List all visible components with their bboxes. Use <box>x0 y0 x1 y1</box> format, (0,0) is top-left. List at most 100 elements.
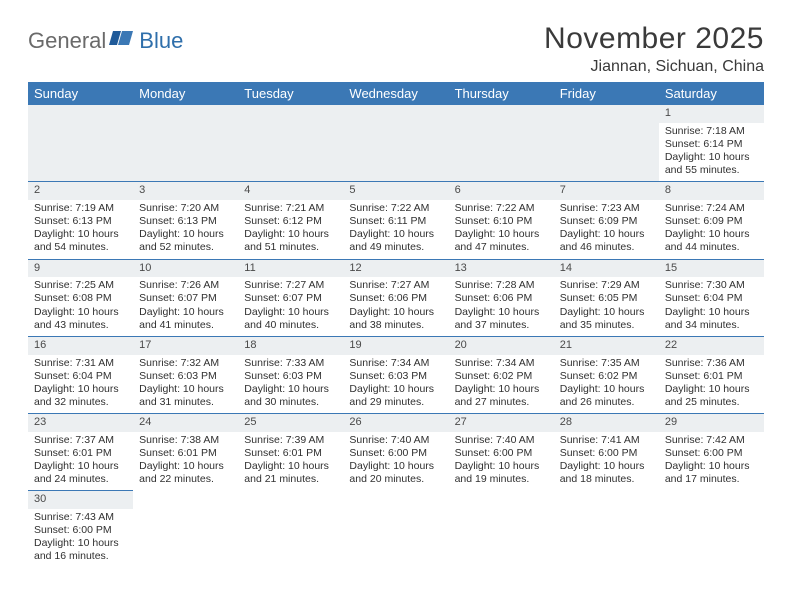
day-details: Sunrise: 7:19 AMSunset: 6:13 PMDaylight:… <box>28 200 133 259</box>
brand-part1: General <box>28 28 106 54</box>
day-details: Sunrise: 7:40 AMSunset: 6:00 PMDaylight:… <box>343 432 448 491</box>
day-number: 20 <box>449 337 554 355</box>
calendar-day-cell: 25Sunrise: 7:39 AMSunset: 6:01 PMDayligh… <box>238 414 343 491</box>
sunrise-line: Sunrise: 7:39 AM <box>244 434 337 447</box>
sunrise-line: Sunrise: 7:34 AM <box>349 357 442 370</box>
calendar-day-cell: 27Sunrise: 7:40 AMSunset: 6:00 PMDayligh… <box>449 414 554 491</box>
calendar-week-row: 16Sunrise: 7:31 AMSunset: 6:04 PMDayligh… <box>28 336 764 413</box>
day-details: Sunrise: 7:26 AMSunset: 6:07 PMDaylight:… <box>133 277 238 336</box>
calendar-day-cell: 6Sunrise: 7:22 AMSunset: 6:10 PMDaylight… <box>449 182 554 259</box>
sunrise-line: Sunrise: 7:28 AM <box>455 279 548 292</box>
calendar-day-cell: 29Sunrise: 7:42 AMSunset: 6:00 PMDayligh… <box>659 414 764 491</box>
day-number: 10 <box>133 260 238 278</box>
daylight-line: Daylight: 10 hours and 22 minutes. <box>139 460 232 486</box>
calendar-day-cell: 14Sunrise: 7:29 AMSunset: 6:05 PMDayligh… <box>554 259 659 336</box>
sunrise-line: Sunrise: 7:43 AM <box>34 511 127 524</box>
day-details: Sunrise: 7:34 AMSunset: 6:03 PMDaylight:… <box>343 355 448 414</box>
daylight-line: Daylight: 10 hours and 38 minutes. <box>349 306 442 332</box>
sunrise-line: Sunrise: 7:30 AM <box>665 279 758 292</box>
sunrise-line: Sunrise: 7:40 AM <box>349 434 442 447</box>
sunset-line: Sunset: 6:01 PM <box>139 447 232 460</box>
day-number: 15 <box>659 260 764 278</box>
day-number: 9 <box>28 260 133 278</box>
calendar-day-cell: 20Sunrise: 7:34 AMSunset: 6:02 PMDayligh… <box>449 336 554 413</box>
sunset-line: Sunset: 6:03 PM <box>349 370 442 383</box>
day-details: Sunrise: 7:33 AMSunset: 6:03 PMDaylight:… <box>238 355 343 414</box>
calendar-day-cell: 8Sunrise: 7:24 AMSunset: 6:09 PMDaylight… <box>659 182 764 259</box>
day-number: 29 <box>659 414 764 432</box>
sunset-line: Sunset: 6:00 PM <box>349 447 442 460</box>
calendar-empty-cell <box>238 105 343 182</box>
day-details: Sunrise: 7:35 AMSunset: 6:02 PMDaylight:… <box>554 355 659 414</box>
calendar-empty-cell <box>554 105 659 182</box>
day-number: 30 <box>28 491 133 509</box>
sunrise-line: Sunrise: 7:19 AM <box>34 202 127 215</box>
calendar-body: 1Sunrise: 7:18 AMSunset: 6:14 PMDaylight… <box>28 105 764 568</box>
daylight-line: Daylight: 10 hours and 37 minutes. <box>455 306 548 332</box>
sunset-line: Sunset: 6:02 PM <box>560 370 653 383</box>
sunrise-line: Sunrise: 7:18 AM <box>665 125 758 138</box>
calendar-week-row: 23Sunrise: 7:37 AMSunset: 6:01 PMDayligh… <box>28 414 764 491</box>
day-details: Sunrise: 7:38 AMSunset: 6:01 PMDaylight:… <box>133 432 238 491</box>
day-details: Sunrise: 7:43 AMSunset: 6:00 PMDaylight:… <box>28 509 133 568</box>
day-details: Sunrise: 7:23 AMSunset: 6:09 PMDaylight:… <box>554 200 659 259</box>
calendar-day-cell: 23Sunrise: 7:37 AMSunset: 6:01 PMDayligh… <box>28 414 133 491</box>
calendar-empty-cell <box>343 105 448 182</box>
day-number: 12 <box>343 260 448 278</box>
sunrise-line: Sunrise: 7:22 AM <box>455 202 548 215</box>
weekday-header: Wednesday <box>343 82 448 105</box>
sunset-line: Sunset: 6:06 PM <box>349 292 442 305</box>
day-details: Sunrise: 7:29 AMSunset: 6:05 PMDaylight:… <box>554 277 659 336</box>
page-title: November 2025 <box>544 22 764 56</box>
day-details: Sunrise: 7:36 AMSunset: 6:01 PMDaylight:… <box>659 355 764 414</box>
title-block: November 2025 Jiannan, Sichuan, China <box>544 22 764 76</box>
sunrise-line: Sunrise: 7:27 AM <box>349 279 442 292</box>
day-number: 19 <box>343 337 448 355</box>
day-number: 27 <box>449 414 554 432</box>
calendar-empty-cell <box>449 105 554 182</box>
sunrise-line: Sunrise: 7:27 AM <box>244 279 337 292</box>
sunrise-line: Sunrise: 7:26 AM <box>139 279 232 292</box>
daylight-line: Daylight: 10 hours and 49 minutes. <box>349 228 442 254</box>
calendar-week-row: 9Sunrise: 7:25 AMSunset: 6:08 PMDaylight… <box>28 259 764 336</box>
daylight-line: Daylight: 10 hours and 34 minutes. <box>665 306 758 332</box>
calendar-day-cell: 17Sunrise: 7:32 AMSunset: 6:03 PMDayligh… <box>133 336 238 413</box>
sunset-line: Sunset: 6:00 PM <box>34 524 127 537</box>
day-number: 4 <box>238 182 343 200</box>
brand-part2: Blue <box>139 28 183 54</box>
sunrise-line: Sunrise: 7:41 AM <box>560 434 653 447</box>
day-details: Sunrise: 7:40 AMSunset: 6:00 PMDaylight:… <box>449 432 554 491</box>
daylight-line: Daylight: 10 hours and 21 minutes. <box>244 460 337 486</box>
daylight-line: Daylight: 10 hours and 52 minutes. <box>139 228 232 254</box>
calendar-week-row: 30Sunrise: 7:43 AMSunset: 6:00 PMDayligh… <box>28 491 764 568</box>
day-number: 8 <box>659 182 764 200</box>
day-number: 22 <box>659 337 764 355</box>
daylight-line: Daylight: 10 hours and 47 minutes. <box>455 228 548 254</box>
flag-icon <box>109 29 135 54</box>
day-details: Sunrise: 7:25 AMSunset: 6:08 PMDaylight:… <box>28 277 133 336</box>
day-details: Sunrise: 7:34 AMSunset: 6:02 PMDaylight:… <box>449 355 554 414</box>
daylight-line: Daylight: 10 hours and 31 minutes. <box>139 383 232 409</box>
day-details: Sunrise: 7:27 AMSunset: 6:07 PMDaylight:… <box>238 277 343 336</box>
calendar-header-row: SundayMondayTuesdayWednesdayThursdayFrid… <box>28 82 764 105</box>
calendar-day-cell: 13Sunrise: 7:28 AMSunset: 6:06 PMDayligh… <box>449 259 554 336</box>
sunset-line: Sunset: 6:01 PM <box>244 447 337 460</box>
sunrise-line: Sunrise: 7:31 AM <box>34 357 127 370</box>
sunset-line: Sunset: 6:07 PM <box>139 292 232 305</box>
day-number: 2 <box>28 182 133 200</box>
daylight-line: Daylight: 10 hours and 30 minutes. <box>244 383 337 409</box>
daylight-line: Daylight: 10 hours and 46 minutes. <box>560 228 653 254</box>
day-number: 16 <box>28 337 133 355</box>
sunset-line: Sunset: 6:06 PM <box>455 292 548 305</box>
day-number: 21 <box>554 337 659 355</box>
day-number: 26 <box>343 414 448 432</box>
day-number: 11 <box>238 260 343 278</box>
calendar-empty-cell <box>449 491 554 568</box>
daylight-line: Daylight: 10 hours and 43 minutes. <box>34 306 127 332</box>
calendar-day-cell: 1Sunrise: 7:18 AMSunset: 6:14 PMDaylight… <box>659 105 764 182</box>
weekday-header: Friday <box>554 82 659 105</box>
calendar-day-cell: 15Sunrise: 7:30 AMSunset: 6:04 PMDayligh… <box>659 259 764 336</box>
daylight-line: Daylight: 10 hours and 40 minutes. <box>244 306 337 332</box>
calendar-day-cell: 24Sunrise: 7:38 AMSunset: 6:01 PMDayligh… <box>133 414 238 491</box>
day-details: Sunrise: 7:30 AMSunset: 6:04 PMDaylight:… <box>659 277 764 336</box>
